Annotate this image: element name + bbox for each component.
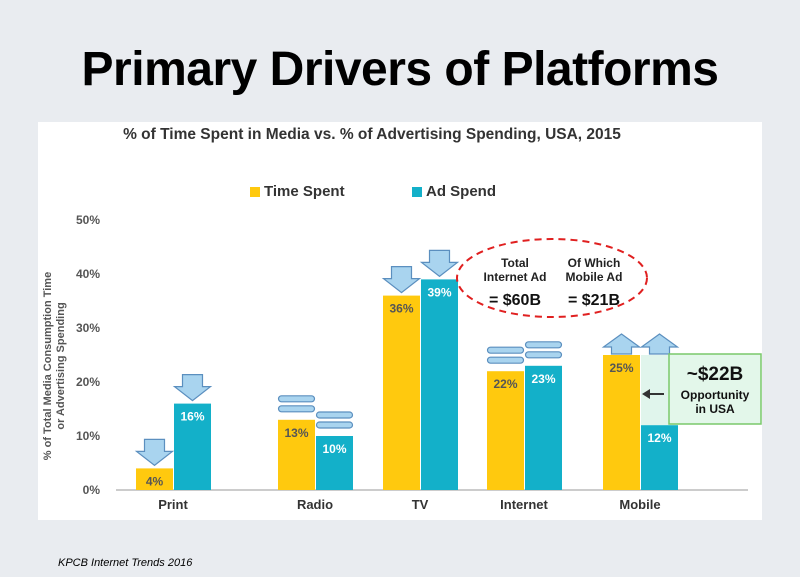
bar-value-label: 23% <box>531 372 555 386</box>
up-arrow-icon <box>601 333 642 355</box>
flat-trend-icon <box>315 411 354 419</box>
flat-trend-icon <box>277 405 316 413</box>
y-tick-label: 10% <box>76 429 100 443</box>
flat-trend-icon <box>486 356 525 364</box>
bar-radio-time-spent <box>278 419 315 490</box>
bar-value-label: 39% <box>427 285 451 299</box>
flat-trend-icon <box>315 421 354 429</box>
flat-trend-icon <box>486 346 525 354</box>
opportunity-pointer-arrowhead <box>642 389 650 399</box>
bar-print-ad-spend <box>174 403 211 490</box>
bar-radio-ad-spend <box>316 436 353 490</box>
callout-ellipse <box>456 238 648 318</box>
chart-title: % of Time Spent in Media vs. % of Advert… <box>123 126 621 143</box>
y-tick-label: 50% <box>76 213 100 227</box>
bar-print-time-spent <box>136 468 173 490</box>
bar-internet-ad-spend <box>525 365 562 490</box>
flat-trend-icon <box>524 351 563 359</box>
bar-value-label: 12% <box>647 431 671 445</box>
x-tick-label: Mobile <box>619 497 660 512</box>
y-axis-label: % of Total Media Consumption Timeor Adve… <box>42 272 67 460</box>
callout-left-amount: = $60B <box>489 292 541 309</box>
bar-tv-ad-spend <box>421 279 458 490</box>
bar-value-label: 36% <box>389 302 413 316</box>
callout-left-label: Total <box>501 256 529 270</box>
callout-right-label: Of Which <box>568 256 621 270</box>
opportunity-label: in USA <box>695 402 735 416</box>
bar-internet-time-spent <box>487 371 524 490</box>
legend-swatch <box>412 187 422 197</box>
bar-value-label: 16% <box>180 410 204 424</box>
callout-right-label: Mobile Ad <box>566 270 623 284</box>
down-arrow-icon <box>134 438 175 467</box>
bar-mobile-ad-spend <box>641 425 678 490</box>
flat-trend-icon <box>524 341 563 349</box>
down-arrow-icon <box>381 266 422 294</box>
y-tick-label: 30% <box>76 321 100 335</box>
x-tick-label: Radio <box>297 497 333 512</box>
down-arrow-icon <box>419 249 460 278</box>
legend-label: Time Spent <box>264 183 345 200</box>
x-tick-label: Print <box>158 497 188 512</box>
y-tick-label: 40% <box>76 267 100 281</box>
callout-right-amount: = $21B <box>568 292 620 309</box>
callout-left-label: Internet Ad <box>484 270 547 284</box>
legend-swatch <box>250 187 260 197</box>
opportunity-label: Opportunity <box>681 388 750 402</box>
x-tick-label: Internet <box>500 497 548 512</box>
opportunity-amount: ~$22B <box>687 364 744 385</box>
source-footnote: KPCB Internet Trends 2016 <box>58 557 193 569</box>
slide-title: Primary Drivers of Platforms <box>81 43 719 96</box>
bar-value-label: 25% <box>609 361 633 375</box>
bar-value-label: 10% <box>322 442 346 456</box>
bar-mobile-time-spent <box>603 355 640 490</box>
media-time-vs-ad-spend-chart: % of Time Spent in Media vs. % of Advert… <box>42 126 762 512</box>
bar-value-label: 22% <box>493 377 517 391</box>
opportunity-box <box>668 353 762 425</box>
bar-tv-time-spent <box>383 295 420 490</box>
x-tick-label: TV <box>412 497 429 512</box>
down-arrow-icon <box>172 374 213 402</box>
bar-value-label: 4% <box>146 474 164 488</box>
legend-label: Ad Spend <box>426 183 496 200</box>
up-arrow-icon <box>639 333 680 355</box>
y-tick-label: 0% <box>83 483 101 497</box>
bar-value-label: 13% <box>284 426 308 440</box>
flat-trend-icon <box>277 395 316 403</box>
chart-panel: % of Time Spent in Media vs. % of Advert… <box>38 122 762 520</box>
y-tick-label: 20% <box>76 375 100 389</box>
